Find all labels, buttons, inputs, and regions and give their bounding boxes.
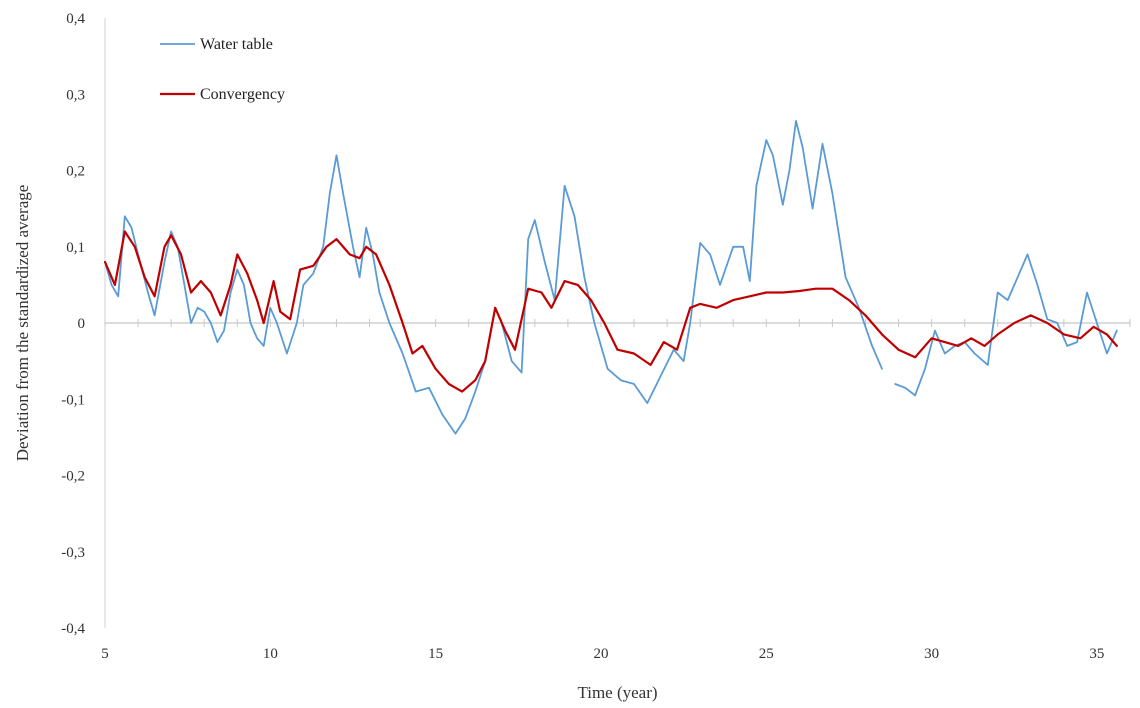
- x-axis-title: Time (year): [577, 683, 657, 702]
- y-tick-label: 0,2: [66, 164, 85, 180]
- x-tick-label: 5: [101, 646, 109, 662]
- x-tick-label: 30: [924, 646, 939, 662]
- series-line-convergency: [103, 230, 1118, 393]
- x-tick-label: 20: [593, 646, 608, 662]
- y-tick-label: 0,4: [66, 11, 85, 27]
- x-tick-label: 25: [759, 646, 774, 662]
- y-tick-labels: 0,4 0,3 0,2 0,1 0 -0,1 -0,2 -0,3 -0,4: [61, 11, 85, 637]
- y-tick-label: 0,3: [66, 87, 85, 103]
- series-line-water-table: [104, 120, 1118, 435]
- y-tick-label: 0,1: [66, 240, 85, 256]
- y-tick-label: -0,1: [61, 392, 85, 408]
- x-tick-label: 10: [263, 646, 278, 662]
- y-tick-label: -0,4: [61, 621, 85, 637]
- x-tick-label: 15: [428, 646, 443, 662]
- zero-baseline: [104, 319, 1131, 327]
- y-tick-label: -0,3: [61, 545, 85, 561]
- legend-label: Convergency: [200, 86, 285, 103]
- y-axis-title: Deviation from the standardized average: [13, 185, 32, 462]
- y-tick-label: 0: [78, 316, 86, 332]
- series-group: [103, 120, 1118, 435]
- legend-label: Water table: [200, 36, 273, 53]
- x-tick-label: 35: [1089, 646, 1104, 662]
- legend: Water table Convergency: [160, 36, 285, 103]
- y-tick-label: -0,2: [61, 469, 85, 485]
- x-tick-labels: 5 10 15 20 25 30 35: [101, 646, 1104, 662]
